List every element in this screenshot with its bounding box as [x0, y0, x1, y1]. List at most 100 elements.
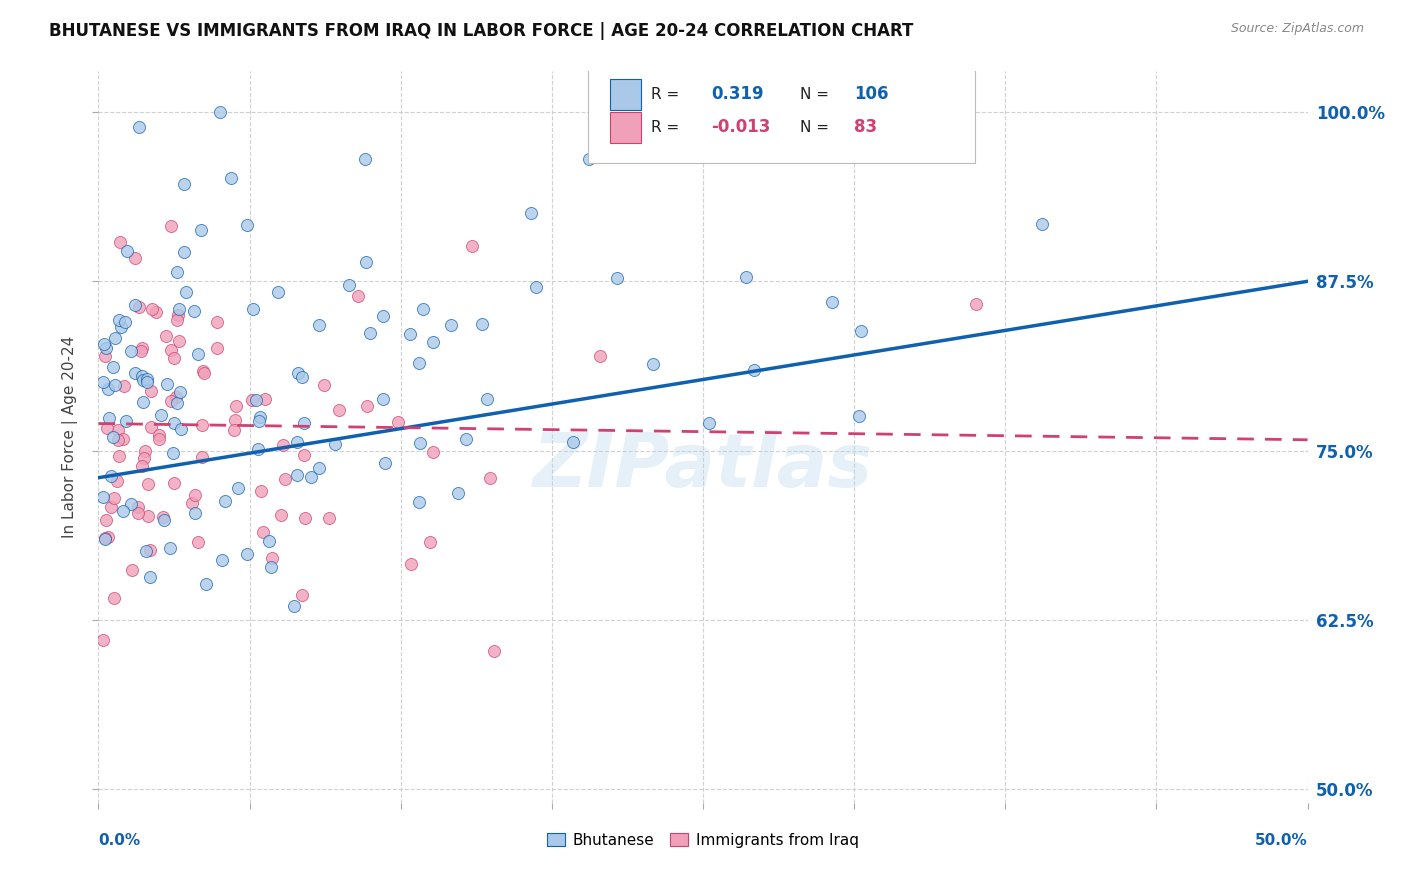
Point [120, 497, 142, 511]
Point [131, 372, 153, 386]
FancyBboxPatch shape [610, 78, 641, 110]
Point [152, 509, 174, 524]
Point [135, 372, 157, 386]
Point [562, 435, 585, 450]
Text: N =: N = [800, 87, 828, 102]
Point [100, 500, 122, 514]
Point [169, 385, 191, 400]
Text: 0.319: 0.319 [711, 85, 763, 103]
Point [160, 219, 183, 234]
Point [848, 409, 870, 423]
Point [190, 223, 212, 237]
Point [205, 341, 228, 355]
Point [101, 429, 124, 443]
Point [124, 251, 146, 265]
Point [267, 285, 290, 300]
Point [409, 435, 432, 450]
Point [606, 271, 628, 285]
Point [148, 427, 170, 442]
Point [318, 510, 340, 524]
Point [734, 269, 756, 284]
Point [96, 421, 118, 435]
Point [94, 532, 117, 546]
Point [205, 316, 228, 330]
Point [114, 315, 136, 329]
Point [193, 364, 215, 378]
Point [128, 300, 150, 314]
Point [259, 560, 281, 574]
Point [162, 416, 184, 430]
Text: 106: 106 [855, 85, 889, 103]
Point [211, 552, 233, 566]
Point [236, 547, 259, 561]
Point [100, 468, 122, 483]
Point [91, 633, 114, 648]
Text: 0.0%: 0.0% [98, 833, 141, 848]
Point [399, 558, 422, 572]
Point [121, 344, 143, 359]
Point [242, 302, 264, 317]
Point [104, 331, 127, 345]
Point [274, 472, 297, 486]
Point [323, 436, 346, 450]
Point [191, 450, 214, 465]
Point [107, 313, 129, 327]
Text: R =: R = [651, 120, 679, 135]
Point [240, 393, 263, 408]
Point [578, 152, 600, 166]
Text: Source: ZipAtlas.com: Source: ZipAtlas.com [1230, 22, 1364, 36]
Point [254, 392, 277, 406]
Point [94, 349, 117, 363]
Point [247, 442, 270, 456]
Y-axis label: In Labor Force | Age 20-24: In Labor Force | Age 20-24 [62, 336, 77, 538]
Point [165, 390, 187, 404]
Point [422, 445, 444, 459]
Point [112, 379, 135, 393]
Point [162, 446, 184, 460]
Point [160, 343, 183, 357]
Point [456, 432, 478, 446]
Point [262, 551, 284, 566]
Point [184, 506, 207, 520]
Point [359, 326, 381, 341]
Point [440, 318, 463, 333]
Point [149, 408, 172, 422]
Point [110, 235, 132, 250]
Point [129, 343, 152, 358]
Point [169, 422, 191, 436]
Point [291, 369, 314, 384]
Point [371, 309, 394, 323]
Point [447, 486, 470, 500]
Point [337, 277, 360, 292]
Point [250, 483, 273, 498]
Point [387, 415, 409, 429]
Point [292, 449, 315, 463]
Point [135, 375, 157, 389]
Legend: Bhutanese, Immigrants from Iraq: Bhutanese, Immigrants from Iraq [541, 827, 865, 854]
Point [308, 460, 330, 475]
Point [104, 378, 127, 392]
Point [697, 417, 720, 431]
Point [97, 382, 120, 396]
Point [139, 420, 162, 434]
Point [131, 341, 153, 355]
Point [127, 500, 149, 514]
Point [138, 543, 160, 558]
Point [136, 509, 159, 524]
Point [589, 349, 612, 363]
Point [287, 366, 309, 380]
Point [371, 392, 394, 406]
Point [121, 563, 143, 577]
Point [162, 475, 184, 490]
Point [252, 525, 274, 540]
Point [270, 508, 292, 522]
Point [412, 302, 434, 317]
Point [312, 377, 335, 392]
Point [356, 399, 378, 413]
Point [173, 178, 195, 192]
Point [183, 304, 205, 318]
Point [181, 496, 204, 510]
Point [134, 450, 156, 465]
Point [610, 105, 633, 120]
Point [169, 301, 191, 316]
